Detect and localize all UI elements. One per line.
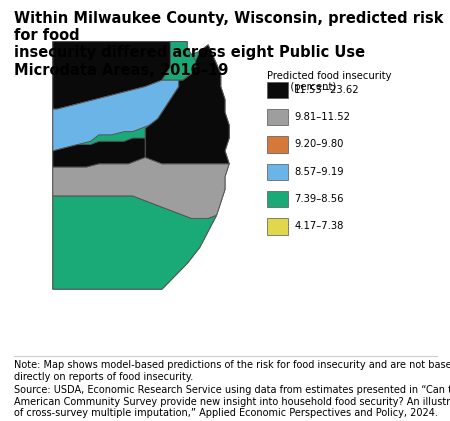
Polygon shape [53, 42, 171, 109]
Polygon shape [145, 45, 229, 164]
Text: Within Milwaukee County, Wisconsin, predicted risk for food
insecurity differed : Within Milwaukee County, Wisconsin, pred… [14, 11, 443, 78]
Polygon shape [53, 80, 179, 151]
Polygon shape [162, 42, 196, 80]
Polygon shape [53, 196, 216, 289]
Polygon shape [53, 157, 229, 218]
Polygon shape [53, 42, 229, 289]
Bar [267, 218, 288, 234]
Bar [267, 191, 288, 207]
Polygon shape [53, 138, 145, 167]
Text: 9.81–11.52: 9.81–11.52 [294, 112, 350, 122]
Text: Source: USDA, Economic Research Service using data from estimates presented in “: Source: USDA, Economic Research Service … [14, 385, 450, 418]
Text: Note: Map shows model-based predictions of the risk for food insecurity and are : Note: Map shows model-based predictions … [14, 360, 450, 381]
Text: 8.57–9.19: 8.57–9.19 [294, 167, 344, 177]
Bar [267, 82, 288, 98]
Text: 7.39–8.56: 7.39–8.56 [294, 194, 344, 204]
Text: 11.53−23.62: 11.53−23.62 [294, 85, 360, 95]
Bar [267, 164, 288, 180]
Bar [267, 109, 288, 125]
Text: Predicted food insecurity
rate (percent): Predicted food insecurity rate (percent) [267, 71, 392, 92]
Text: 4.17–7.38: 4.17–7.38 [294, 221, 344, 232]
Bar [267, 136, 288, 152]
Text: 9.20–9.80: 9.20–9.80 [294, 139, 344, 149]
